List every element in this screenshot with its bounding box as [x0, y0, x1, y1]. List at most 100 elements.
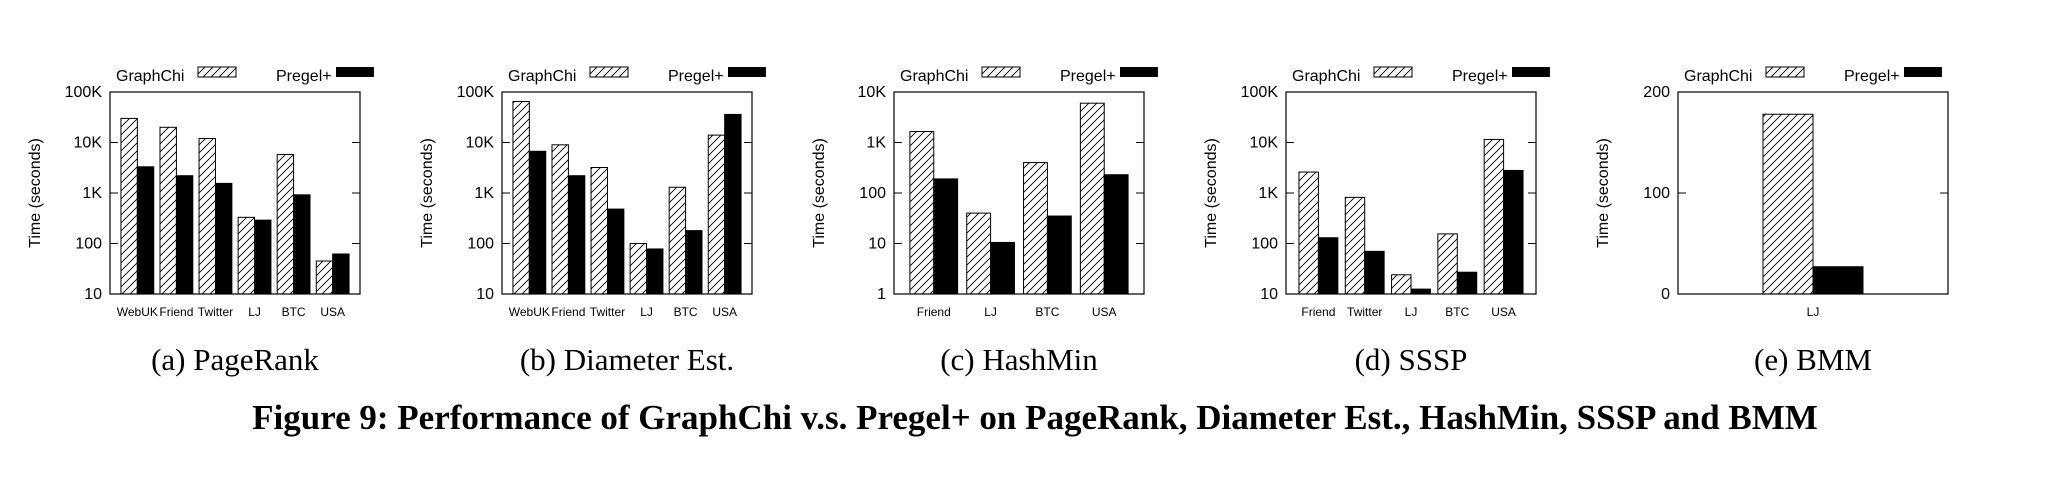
y-tick-label: 200 — [1643, 84, 1670, 101]
bar-GraphChi-WebUK — [512, 100, 530, 295]
bar-GraphChi-BTC — [668, 186, 687, 295]
chart-panel-0: 10 100 1K 10K 100K Time (seconds) GraphChi Preg… — [27, 66, 374, 377]
y-tick-label: 10K — [74, 135, 103, 152]
y-tick-label: 10 — [476, 286, 494, 303]
bar-Pregel+-WebUK — [136, 166, 155, 295]
bar-Pregel+-LJ — [646, 248, 664, 295]
y-tick-label: 100K — [1241, 84, 1279, 101]
figure-caption: Figure 9: Performance of GraphChi v.s. P… — [252, 398, 1818, 437]
legend-swatch-hatch — [197, 66, 237, 78]
y-tick-label: 100 — [859, 185, 886, 202]
bar-GraphChi-Twitter — [590, 166, 608, 295]
bar-Pregel+-BTC — [1046, 215, 1072, 295]
bar-GraphChi-LJ — [1391, 274, 1412, 295]
x-tick-label: LJ — [1405, 305, 1418, 319]
y-tick-label: 1K — [1258, 185, 1278, 202]
bar-GraphChi-Twitter — [1344, 196, 1366, 295]
y-tick-label: 100 — [467, 236, 494, 253]
y-tick-label: 100 — [1643, 185, 1670, 202]
y-tick-label: 0 — [1661, 286, 1670, 303]
chart-panel-4: 0 100 200 Time (seconds) GraphChi Pregel+ LJ (e… — [1595, 66, 1949, 377]
x-tick-label: Twitter — [1347, 305, 1382, 319]
legend-label-Pregel+: Pregel+ — [1060, 68, 1116, 85]
bar-Pregel+-LJ — [1812, 266, 1864, 295]
legend-label-GraphChi: GraphChi — [508, 68, 576, 85]
x-tick-label: USA — [1092, 305, 1117, 319]
y-axis-label: Time (seconds) — [419, 138, 436, 248]
y-tick-label: 1 — [877, 286, 886, 303]
bar-GraphChi-USA — [1079, 102, 1105, 295]
bar-Pregel+-Friend — [567, 175, 586, 295]
bar-Pregel+-USA — [1503, 169, 1524, 295]
legend-swatch-solid — [728, 67, 766, 77]
legend-swatch-solid — [1512, 67, 1550, 77]
bar-GraphChi-BTC — [276, 153, 295, 295]
legend-label-GraphChi: GraphChi — [116, 68, 184, 85]
bar-Pregel+-LJ — [990, 241, 1015, 295]
y-axis-label: Time (seconds) — [27, 138, 44, 248]
x-tick-label: USA — [712, 305, 737, 319]
legend-swatch-solid — [336, 67, 374, 77]
x-tick-label: LJ — [1807, 305, 1820, 319]
subcaption: (b) Diameter Est. — [520, 342, 734, 377]
y-axis-label: Time (seconds) — [1595, 138, 1612, 248]
x-tick-label: Twitter — [198, 305, 233, 319]
x-tick-label: Friend — [551, 305, 585, 319]
legend-label-Pregel+: Pregel+ — [1844, 68, 1900, 85]
bar-GraphChi-BTC — [1437, 233, 1458, 295]
y-tick-label: 10 — [868, 236, 886, 253]
legend-swatch-solid — [1120, 67, 1158, 77]
y-tick-label: 100K — [457, 84, 495, 101]
x-tick-label: BTC — [1035, 305, 1059, 319]
x-tick-label: USA — [1491, 305, 1516, 319]
x-tick-label: BTC — [1445, 305, 1469, 319]
y-axis-label: Time (seconds) — [811, 138, 828, 248]
bar-GraphChi-USA — [315, 260, 334, 295]
bar-GraphChi-LJ — [237, 216, 256, 295]
y-tick-label: 1K — [474, 185, 494, 202]
y-axis-label: Time (seconds) — [1203, 138, 1220, 248]
bar-GraphChi-Friend — [159, 126, 177, 295]
bar-GraphChi-LJ — [629, 243, 648, 295]
subcaption: (a) PageRank — [151, 342, 319, 377]
bar-Pregel+-LJ — [1410, 288, 1431, 295]
y-tick-label: 1K — [82, 185, 102, 202]
y-tick-label: 10K — [1250, 135, 1279, 152]
legend-label-GraphChi: GraphChi — [1292, 68, 1360, 85]
bar-GraphChi-Twitter — [198, 138, 216, 295]
chart-panel-1: 10 100 1K 10K 100K Time (seconds) GraphChi Preg… — [419, 66, 766, 377]
bar-Pregel+-USA — [1103, 174, 1129, 295]
bar-Pregel+-Twitter — [1364, 250, 1385, 295]
x-tick-label: LJ — [984, 305, 997, 319]
y-tick-label: 100 — [1251, 236, 1278, 253]
bar-GraphChi-LJ — [1762, 113, 1814, 295]
bar-GraphChi-Friend — [909, 131, 935, 295]
x-tick-label: BTC — [674, 305, 698, 319]
legend-label-Pregel+: Pregel+ — [1452, 68, 1508, 85]
bar-Pregel+-BTC — [685, 230, 703, 295]
bar-GraphChi-WebUK — [120, 117, 138, 295]
x-tick-label: Friend — [1301, 305, 1335, 319]
bar-Pregel+-Twitter — [606, 208, 625, 295]
chart-panel-3: 10 100 1K 10K 100K Time (seconds) GraphChi Preg… — [1203, 66, 1550, 377]
y-tick-label: 10K — [858, 84, 887, 101]
bar-GraphChi-LJ — [966, 212, 992, 295]
x-tick-label: USA — [320, 305, 345, 319]
x-tick-label: WebUK — [117, 305, 158, 319]
y-tick-label: 1K — [866, 135, 886, 152]
x-tick-label: WebUK — [509, 305, 550, 319]
bar-GraphChi-Friend — [1298, 171, 1319, 295]
bar-Pregel+-Friend — [1317, 237, 1339, 295]
y-tick-label: 100K — [65, 84, 103, 101]
bar-Pregel+-Friend — [175, 175, 194, 295]
bar-Pregel+-Friend — [933, 178, 959, 295]
bar-Pregel+-LJ — [254, 219, 272, 295]
bar-GraphChi-BTC — [1023, 162, 1048, 295]
y-tick-label: 10 — [84, 286, 102, 303]
bar-GraphChi-Friend — [551, 144, 569, 295]
bar-Pregel+-Twitter — [214, 182, 233, 295]
bar-Pregel+-BTC — [1456, 271, 1478, 295]
x-tick-label: Friend — [917, 305, 951, 319]
bar-Pregel+-USA — [724, 113, 742, 295]
x-tick-label: LJ — [640, 305, 653, 319]
